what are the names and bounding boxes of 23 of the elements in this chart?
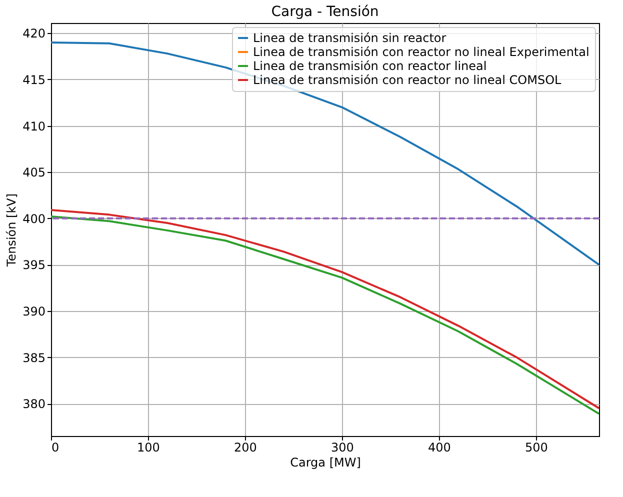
- legend-label: Linea de transmisión con reactor no lineal Experimental: [253, 45, 590, 59]
- y-tick-label: 390: [22, 304, 46, 318]
- x-tick-label: 100: [137, 440, 160, 454]
- y-tick-label: 385: [22, 350, 46, 365]
- x-axis-title: Carga [MW]: [290, 456, 361, 470]
- x-tick-label: 500: [525, 440, 548, 454]
- chart-title: Carga - Tensión: [271, 4, 379, 20]
- legend-label: Linea de transmisión con reactor no lineal COMSOL: [253, 73, 562, 87]
- y-tick-label: 405: [22, 166, 46, 180]
- x-tick-label: 400: [428, 440, 451, 454]
- y-tick-label: 410: [22, 119, 46, 134]
- x-tick-label: 300: [331, 440, 354, 454]
- line-series: [51, 41, 599, 266]
- y-tick-label: 415: [22, 72, 46, 87]
- y-tick-label: 395: [22, 258, 46, 272]
- legend-label: Linea de transmisión con reactor lineal: [253, 59, 487, 73]
- y-axis-title: Tensión [kV]: [4, 193, 19, 268]
- y-tick-label: 380: [22, 397, 46, 412]
- y-tick-label: 400: [22, 212, 46, 226]
- y-tick-label: 420: [22, 26, 46, 41]
- x-tick-label: 200: [234, 440, 257, 454]
- x-tick-label: 0: [52, 440, 60, 454]
- legend-label: Linea de transmisión sin reactor: [253, 31, 446, 45]
